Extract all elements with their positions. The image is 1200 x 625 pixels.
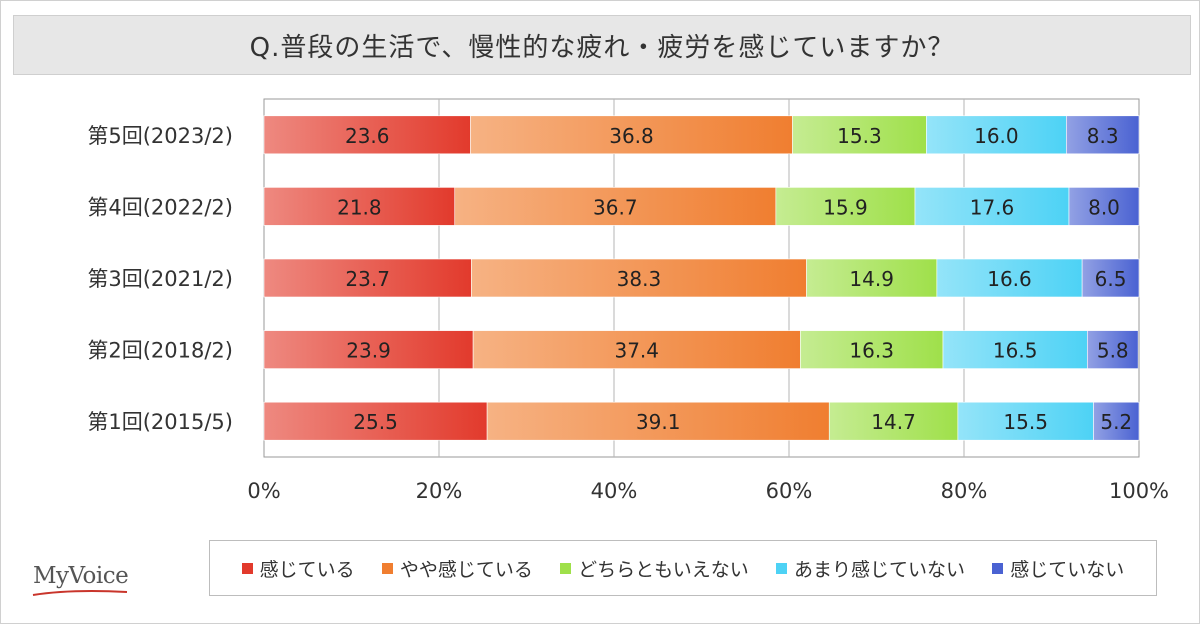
data-label: 16.0 — [974, 124, 1019, 148]
bar-segment — [486, 401, 830, 441]
data-label: 5.2 — [1100, 410, 1132, 434]
data-label: 15.5 — [1003, 410, 1048, 434]
legend-item: どちらともいえない — [560, 555, 749, 582]
legend-swatch — [381, 562, 393, 574]
bar-segment — [470, 115, 793, 155]
data-label: 36.8 — [609, 124, 654, 148]
x-tick-label: 100% — [1109, 479, 1169, 503]
bar-segment — [1093, 401, 1140, 441]
data-label: 39.1 — [636, 410, 681, 434]
data-label: 5.8 — [1097, 339, 1129, 363]
legend-label: 感じていない — [1010, 558, 1125, 581]
legend-label: やや感じている — [399, 558, 533, 581]
legend-swatch — [992, 562, 1004, 574]
bar-segment — [1068, 187, 1140, 226]
data-label: 25.5 — [353, 410, 398, 434]
legend-item: 感じている — [241, 555, 355, 582]
bar-segment — [263, 115, 471, 155]
bar-segment — [806, 258, 938, 298]
bar-segment — [942, 330, 1088, 369]
bar-segment — [792, 115, 927, 155]
x-tick-label: 60% — [766, 479, 813, 503]
bar-segment — [1081, 258, 1140, 298]
bar-segment — [957, 401, 1094, 441]
data-label: 8.3 — [1087, 124, 1119, 148]
bar-segment — [914, 187, 1070, 226]
data-label: 23.7 — [345, 267, 390, 291]
legend-label: あまり感じていない — [794, 558, 966, 581]
bar-segment — [828, 401, 959, 441]
data-label: 23.6 — [345, 124, 390, 148]
bar-segment — [1066, 115, 1140, 155]
bar-segment — [775, 187, 916, 226]
bar-segment — [471, 258, 807, 298]
x-tick-label: 20% — [416, 479, 463, 503]
category-label: 第1回(2015/5) — [87, 410, 233, 434]
category-label: 第2回(2018/2) — [87, 339, 233, 363]
data-label: 16.5 — [993, 339, 1038, 363]
legend-label: どちらともいえない — [578, 558, 749, 581]
data-label: 14.7 — [871, 410, 916, 434]
bar-segment — [454, 187, 777, 226]
data-label: 14.9 — [849, 267, 894, 291]
data-label: 15.9 — [823, 195, 868, 219]
category-label: 第3回(2021/2) — [87, 267, 233, 291]
bar-segment — [1087, 330, 1139, 369]
data-label: 16.3 — [849, 339, 894, 363]
legend-swatch — [776, 562, 788, 574]
x-tick-label: 0% — [247, 479, 280, 503]
bar-segment — [263, 401, 488, 441]
legend-item: やや感じている — [381, 555, 533, 582]
category-label: 第5回(2023/2) — [87, 124, 233, 148]
data-label: 15.3 — [837, 124, 882, 148]
bar-segment — [926, 115, 1067, 155]
data-label: 8.0 — [1088, 195, 1120, 219]
legend-swatch — [241, 562, 253, 574]
data-label: 21.8 — [337, 195, 382, 219]
x-tick-label: 40% — [591, 479, 638, 503]
bar-segment — [936, 258, 1083, 298]
data-label: 23.9 — [346, 339, 391, 363]
bar-segment — [472, 330, 801, 369]
legend-item: 感じていない — [992, 555, 1124, 582]
chart-title: Q.普段の生活で、慢性的な疲れ・疲労を感じていますか？ — [13, 15, 1191, 75]
data-label: 16.6 — [987, 267, 1032, 291]
data-label: 6.5 — [1095, 267, 1127, 291]
bar-segment — [263, 258, 472, 298]
myvoice-logo: MyVoice — [33, 563, 129, 589]
data-label: 17.6 — [970, 195, 1015, 219]
data-label: 38.3 — [617, 267, 662, 291]
bar-segment — [800, 330, 944, 369]
data-label: 36.7 — [593, 195, 638, 219]
category-label: 第4回(2022/2) — [87, 195, 233, 219]
bar-segment — [263, 187, 456, 226]
legend-item: あまり感じていない — [776, 555, 965, 582]
bar-segment — [263, 330, 474, 369]
x-tick-label: 80% — [941, 479, 988, 503]
data-label: 37.4 — [614, 339, 659, 363]
legend-label: 感じている — [259, 558, 355, 581]
logo-swoosh — [32, 590, 128, 596]
chart-legend: 感じている やや感じている どちらともいえない あまり感じていない 感じていない — [209, 540, 1157, 596]
legend-swatch — [560, 562, 572, 574]
